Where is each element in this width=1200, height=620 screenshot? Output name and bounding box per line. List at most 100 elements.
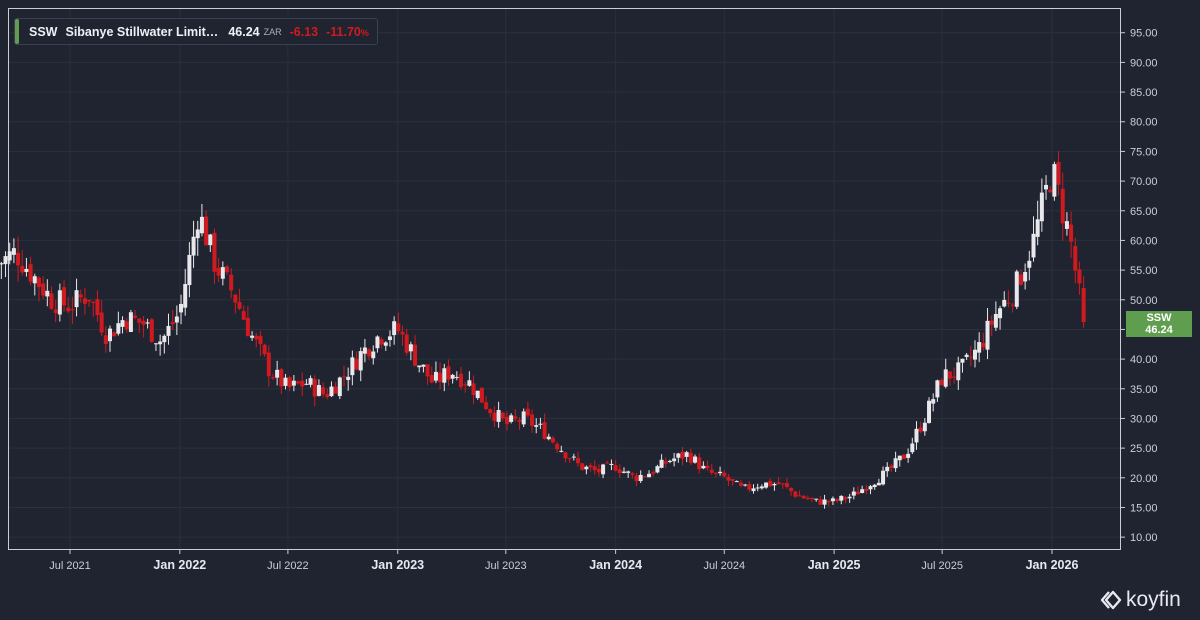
x-tick-label: Jan 2024 xyxy=(589,558,642,572)
candle-body xyxy=(137,318,142,323)
candle-body xyxy=(492,412,497,421)
y-tick-label: 10.00 xyxy=(1130,532,1158,544)
candle-body xyxy=(179,303,184,313)
candle-body xyxy=(713,472,718,474)
candle-body xyxy=(596,468,601,473)
candle-body xyxy=(350,357,355,376)
candle-body xyxy=(684,452,689,457)
candle-body xyxy=(956,362,961,381)
candle-body xyxy=(204,216,209,246)
candle-body xyxy=(893,458,898,469)
candle-body xyxy=(488,409,493,414)
instrument-legend[interactable]: SSW Sibanye Stillwater Limit… 46.24 ZAR … xyxy=(14,18,378,45)
candle-body xyxy=(592,466,597,471)
candle-body xyxy=(764,482,769,488)
candle-body xyxy=(801,495,806,499)
candle-body xyxy=(626,471,631,473)
candle-body xyxy=(868,486,873,490)
candle-body xyxy=(316,385,321,396)
y-tick-label: 95.00 xyxy=(1130,28,1158,40)
candle-body xyxy=(208,234,213,246)
candle-body xyxy=(24,268,29,272)
candle-body xyxy=(162,335,167,343)
y-tick-label: 60.00 xyxy=(1130,235,1158,247)
candle-body xyxy=(663,461,668,464)
y-tick-label: 25.00 xyxy=(1130,443,1158,455)
candle-body xyxy=(688,452,693,463)
candle-body xyxy=(1052,164,1057,197)
legend-color-marker xyxy=(15,19,19,44)
candle-body xyxy=(145,322,150,324)
candle-body xyxy=(617,469,622,473)
y-axis: 10.0015.0020.0025.0030.0035.0040.0045.00… xyxy=(1120,28,1158,544)
candle-body xyxy=(45,290,50,297)
y-tick-label: 40.00 xyxy=(1130,354,1158,366)
candle-body xyxy=(116,323,121,334)
candle-body xyxy=(153,343,158,345)
candle-body xyxy=(475,390,480,399)
candle-body xyxy=(225,266,230,273)
legend-change-pct-value: -11.70 xyxy=(326,24,361,39)
candle-body xyxy=(563,452,568,459)
candle-body xyxy=(580,463,585,470)
candle-body xyxy=(467,380,472,386)
candle-body xyxy=(1048,189,1053,193)
candle-body xyxy=(183,284,188,308)
candle-body xyxy=(333,386,338,394)
candle-body xyxy=(546,436,551,440)
candle-body xyxy=(187,254,192,286)
candle-body xyxy=(158,341,163,345)
candle-body xyxy=(49,293,54,309)
candle-body xyxy=(82,298,87,304)
candle-body xyxy=(864,488,869,491)
legend-pct-symbol: % xyxy=(360,27,369,38)
candle-body xyxy=(738,482,743,486)
candle-body xyxy=(413,344,418,366)
candle-body xyxy=(417,365,422,368)
candle-body xyxy=(1060,188,1065,224)
candle-body xyxy=(559,450,564,452)
legend-change: -6.13 xyxy=(289,24,319,39)
y-tick-label: 85.00 xyxy=(1130,87,1158,99)
candle-body xyxy=(1031,233,1036,258)
candle-body xyxy=(981,342,986,348)
candle-body xyxy=(287,377,292,388)
candle-body xyxy=(57,290,62,315)
candle-body xyxy=(601,464,606,475)
candle-body xyxy=(1073,245,1078,271)
x-tick-label: Jan 2026 xyxy=(1026,558,1079,572)
candle-body xyxy=(901,454,906,460)
candle-body xyxy=(530,414,535,426)
candle-body xyxy=(964,354,969,358)
candle-body xyxy=(843,497,848,500)
y-tick-label: 75.00 xyxy=(1130,146,1158,158)
candle-body xyxy=(513,416,518,419)
candle-body xyxy=(751,488,756,492)
x-tick-label: Jan 2025 xyxy=(808,558,861,572)
candle-body xyxy=(454,376,459,378)
x-tick-label: Jul 2024 xyxy=(703,560,745,572)
y-tick-label: 30.00 xyxy=(1130,413,1158,425)
candle-body xyxy=(20,265,25,273)
candle-body xyxy=(279,369,284,387)
candle-body xyxy=(609,463,614,465)
candle-body xyxy=(876,482,881,486)
candle-body xyxy=(312,379,317,397)
candle-body xyxy=(463,384,468,386)
candle-body xyxy=(479,387,484,403)
candle-body xyxy=(889,465,894,468)
candle-body xyxy=(1064,221,1069,229)
candle-body xyxy=(107,328,112,342)
x-tick-label: Jul 2025 xyxy=(921,560,963,572)
candle-body xyxy=(1056,161,1061,185)
candle-body xyxy=(237,302,242,309)
candle-body xyxy=(977,342,982,353)
candle-body xyxy=(571,456,576,458)
candle-body xyxy=(241,311,246,320)
candle-body xyxy=(989,320,994,325)
candle-body xyxy=(630,473,635,475)
candle-body xyxy=(62,287,67,306)
candle-body xyxy=(174,316,179,323)
candle-body xyxy=(367,349,372,357)
